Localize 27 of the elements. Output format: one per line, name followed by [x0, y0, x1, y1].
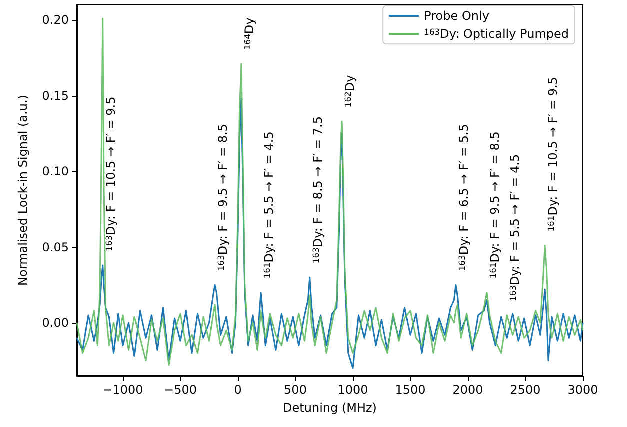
annotation: 164Dy	[242, 18, 256, 50]
y-axis-title: Normalised Lock-in Signal (a.u.)	[16, 95, 30, 286]
annotation: 162Dy	[342, 75, 358, 108]
annotation: 161Dy: F = 5.5 → F′ = 4.5	[262, 132, 276, 279]
x-tick-label: 500	[284, 383, 307, 397]
x-tick-label: 2000	[452, 383, 484, 397]
x-tick-label: −500	[164, 383, 197, 397]
y-tick-label: 0.00	[42, 316, 69, 330]
legend-label: Probe Only	[424, 9, 490, 23]
annotation: 163Dy: F = 6.5 → F′ = 5.5	[456, 124, 471, 272]
x-tick-label: 3000	[568, 383, 598, 397]
annotation: 163Dy: F = 10.5 → F′ = 9.5	[104, 96, 118, 252]
x-tick-label: 1500	[395, 383, 426, 397]
annotation: 161Dy: F = 10.5 → F′ = 9.5	[546, 77, 560, 232]
x-tick-label: 2500	[510, 383, 541, 397]
y-tick-label: 0.10	[42, 164, 69, 179]
y-tick-label: 0.15	[42, 88, 69, 103]
y-tick-label: 0.05	[42, 240, 69, 254]
x-tick-label: −1000	[102, 383, 144, 397]
annotation: 161Dy: F = 9.5 → F′ = 8.5	[488, 132, 502, 279]
annotation: 163Dy: F = 8.5 → F′ = 7.5	[310, 116, 325, 264]
x-tick-label: 0	[234, 383, 242, 397]
x-tick-label: 1000	[338, 383, 368, 397]
y-tick-label: 0.20	[42, 13, 69, 28]
x-axis-title: Detuning (MHz)	[283, 401, 377, 415]
annotation: 163Dy: F = 9.5 → F′ = 8.5	[216, 124, 230, 272]
annotation: 163Dy: F = 5.5 → F′ = 4.5	[508, 154, 522, 302]
